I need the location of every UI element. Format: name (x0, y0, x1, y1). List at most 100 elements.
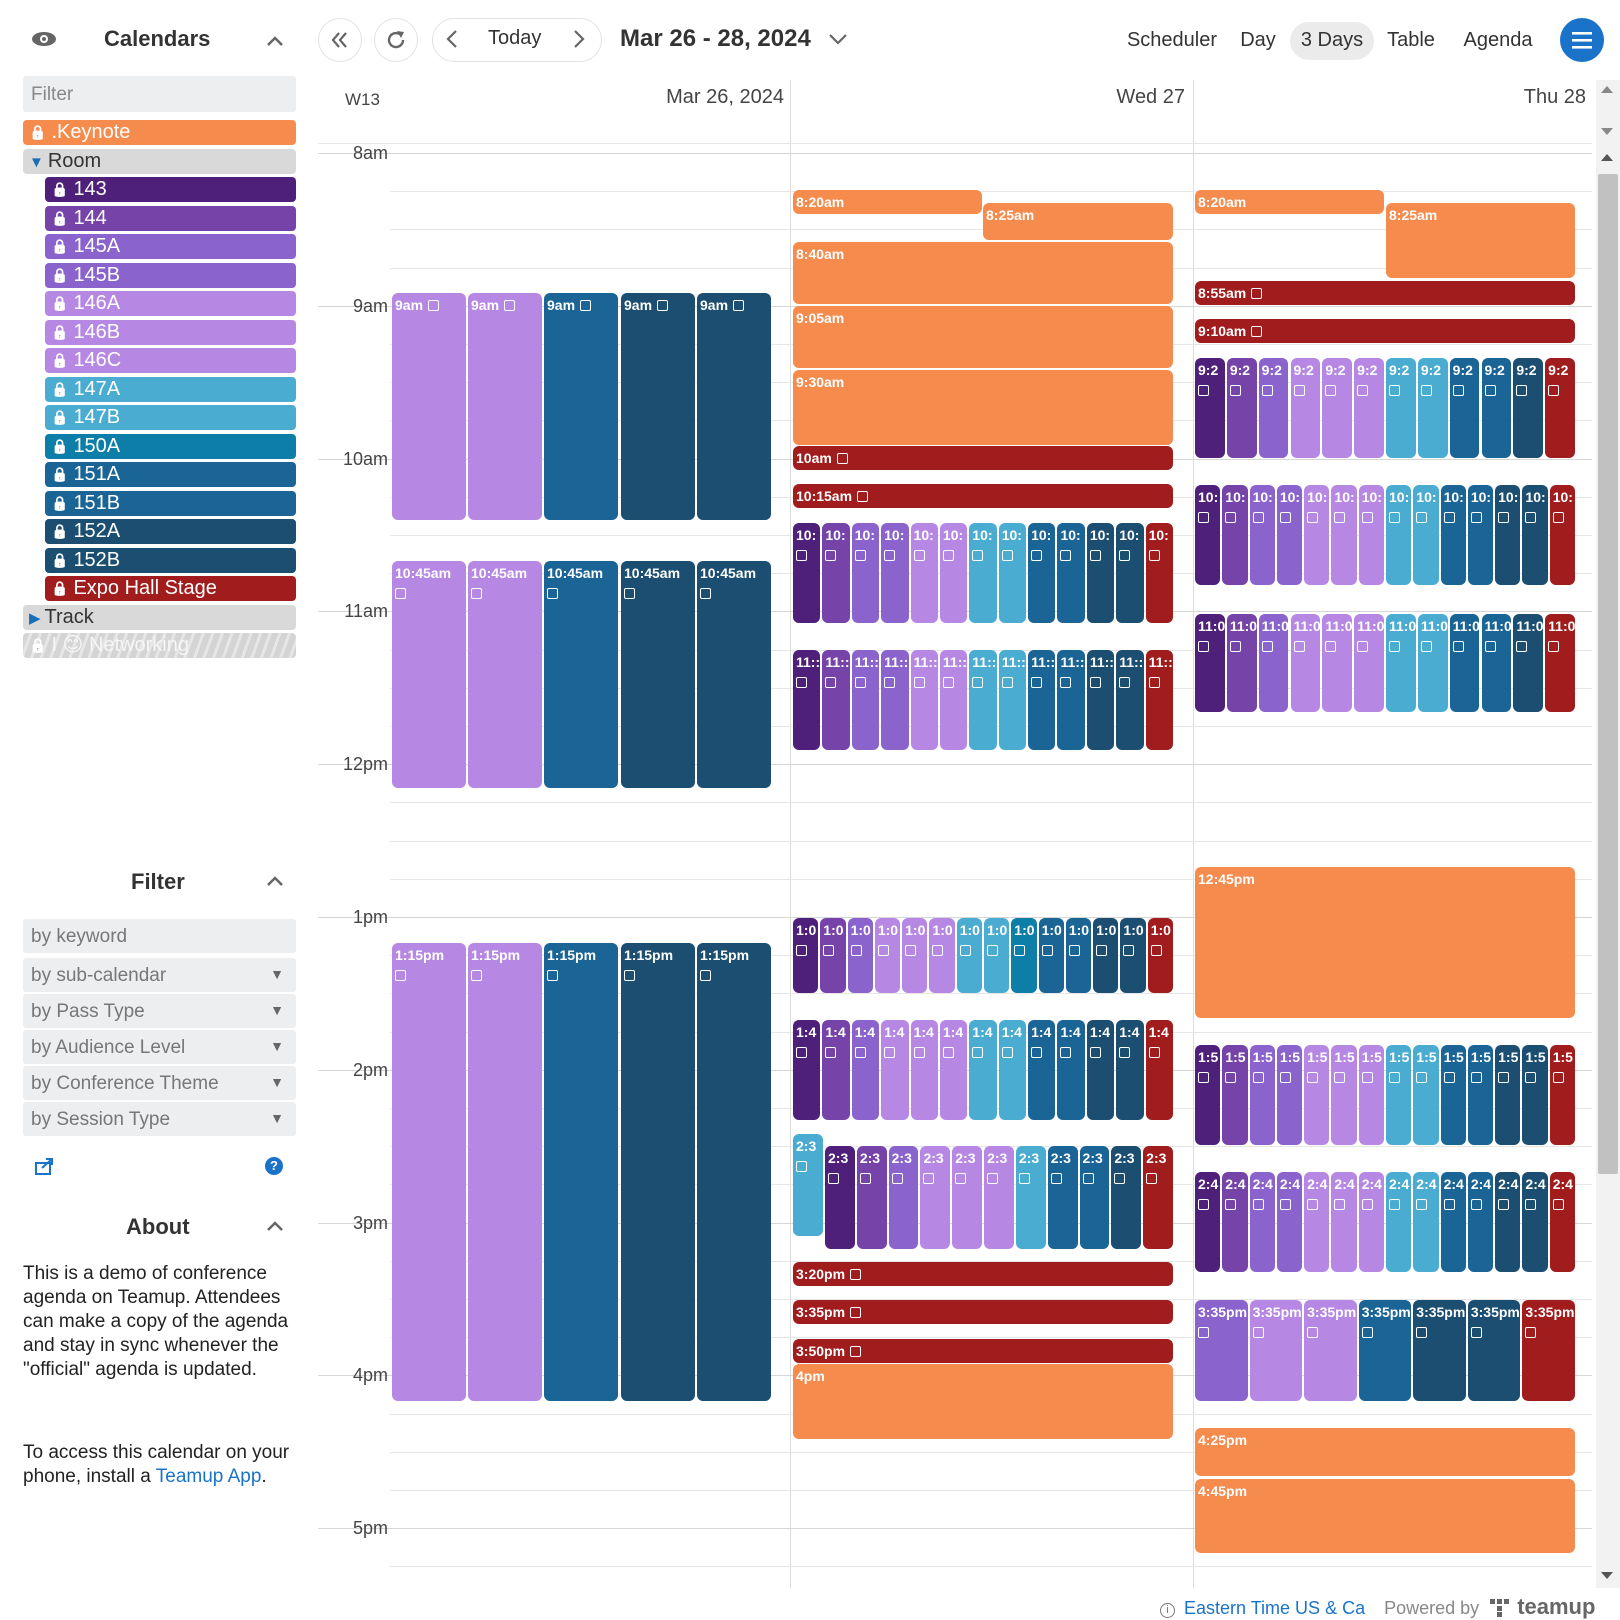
event-block[interactable]: 10:45am (468, 561, 542, 788)
event-block[interactable]: 1:0 (984, 918, 1010, 993)
event-block[interactable]: 9:2 (1513, 358, 1544, 458)
event-block[interactable]: 10: (793, 523, 821, 623)
event-block[interactable]: 1:5 (1467, 1045, 1494, 1145)
event-block[interactable]: 1:5 (1440, 1045, 1466, 1145)
calendar-item[interactable]: 🔒 144 (45, 205, 296, 231)
event-block[interactable]: 9am (468, 293, 542, 520)
event-block[interactable]: 11:0 (1258, 614, 1289, 712)
event-block[interactable]: 10: (1276, 485, 1303, 585)
event-block[interactable]: 1:15pm (697, 943, 771, 1401)
event-block[interactable]: 1:0 (1120, 918, 1146, 993)
chevron-right-icon[interactable] (572, 28, 592, 52)
event-block[interactable]: 9:2 (1545, 358, 1575, 458)
event-block[interactable]: 3:35pm (1522, 1300, 1575, 1401)
event-block[interactable]: 2:4 (1495, 1172, 1521, 1272)
event-block[interactable]: 2:4 (1549, 1172, 1575, 1272)
event-block[interactable]: 1:4 (1086, 1020, 1115, 1120)
event-block[interactable]: 10: (851, 523, 880, 623)
event-block[interactable]: 10: (1057, 523, 1085, 623)
event-block[interactable]: 11:0 (1417, 614, 1448, 712)
event-block[interactable]: 10: (1495, 485, 1521, 585)
event-block[interactable]: 1:15pm (621, 943, 695, 1401)
event-block[interactable]: 4pm (793, 1364, 1173, 1439)
event-block[interactable]: 11:: (793, 650, 821, 750)
teamup-app-link[interactable]: Teamup App (155, 1466, 262, 1487)
event-block[interactable]: 9:2 (1354, 358, 1384, 458)
calendar-item[interactable]: 🔒 152A (45, 519, 296, 544)
event-block[interactable]: 3:35pm (1358, 1300, 1412, 1401)
event-block[interactable]: 2:4 (1195, 1172, 1221, 1272)
event-block[interactable]: 3:50pm (793, 1339, 1173, 1363)
event-block[interactable]: 1:0 (1093, 918, 1119, 993)
chevron-up-icon[interactable] (260, 1211, 290, 1241)
event-block[interactable]: 11:0 (1195, 614, 1225, 712)
day-header[interactable]: Wed 27 (1116, 86, 1185, 108)
event-block[interactable]: 10: (1195, 485, 1221, 585)
event-block[interactable]: 2:3 (793, 1134, 823, 1236)
event-block[interactable]: 10: (1086, 523, 1115, 623)
event-block[interactable]: 10:45am (544, 561, 618, 788)
event-block[interactable]: 1:15pm (544, 943, 618, 1401)
event-block[interactable]: 1:4 (793, 1020, 821, 1120)
event-block[interactable]: 9:2 (1290, 358, 1321, 458)
event-block[interactable]: 10: (1028, 523, 1056, 623)
event-block[interactable]: 2:3 (984, 1146, 1014, 1249)
event-block[interactable]: 2:4 (1413, 1172, 1439, 1272)
event-block[interactable]: 1:5 (1495, 1045, 1521, 1145)
timezone-link[interactable]: Eastern Time US & Ca (1184, 1598, 1366, 1618)
event-block[interactable]: 2:3 (952, 1146, 983, 1249)
event-block[interactable]: 10: (1331, 485, 1357, 585)
event-block[interactable]: 1:5 (1195, 1045, 1221, 1145)
double-chevron-left-icon[interactable] (318, 18, 362, 62)
event-block[interactable]: 2:4 (1276, 1172, 1303, 1272)
event-block[interactable]: 2:3 (920, 1146, 951, 1249)
event-block[interactable]: 2:3 (1079, 1146, 1110, 1249)
chevron-left-icon[interactable] (445, 28, 465, 52)
calendar-item[interactable]: 🔒 151A (45, 462, 296, 487)
event-block[interactable]: 1:0 (820, 918, 846, 993)
event-block[interactable]: 9:2 (1386, 358, 1416, 458)
event-block[interactable]: 8:20am (793, 190, 982, 214)
event-block[interactable]: 10: (1440, 485, 1466, 585)
event-block[interactable]: 10: (969, 523, 997, 623)
day-header[interactable]: Mar 26, 2024 (666, 86, 784, 108)
event-block[interactable]: 10: (939, 523, 968, 623)
chevron-up-icon[interactable] (260, 866, 290, 896)
event-block[interactable]: 1:0 (902, 918, 928, 993)
event-block[interactable]: 10: (1413, 485, 1439, 585)
event-block[interactable]: 1:4 (1116, 1020, 1144, 1120)
event-block[interactable]: 2:4 (1522, 1172, 1548, 1272)
event-block[interactable]: 11:0 (1322, 614, 1353, 712)
event-block[interactable]: 1:4 (910, 1020, 938, 1120)
scroll-down-arrow-icon[interactable] (1601, 1572, 1613, 1579)
event-block[interactable]: 1:5 (1413, 1045, 1439, 1145)
date-range-title[interactable]: Mar 26 - 28, 2024 (620, 25, 811, 52)
event-block[interactable]: 11:0 (1481, 614, 1512, 712)
event-block[interactable]: 1:5 (1549, 1045, 1575, 1145)
event-block[interactable]: 11:: (881, 650, 909, 750)
event-block[interactable]: 1:5 (1358, 1045, 1384, 1145)
event-block[interactable]: 9:05am (793, 306, 1173, 368)
event-block[interactable]: 10:45am (697, 561, 771, 788)
event-block[interactable]: 3:35pm (1195, 1300, 1248, 1401)
event-block[interactable]: 10: (1386, 485, 1412, 585)
event-block[interactable]: 1:0 (1147, 918, 1173, 993)
event-block[interactable]: 9:2 (1449, 358, 1480, 458)
event-block[interactable]: 2:4 (1386, 1172, 1412, 1272)
event-block[interactable]: 9:2 (1481, 358, 1512, 458)
event-block[interactable]: 2:3 (1111, 1146, 1142, 1249)
calendar-group[interactable]: ▼ Room (23, 148, 296, 174)
calendar-item[interactable]: 🔒 145B (45, 262, 296, 288)
event-block[interactable]: 10: (1249, 485, 1275, 585)
event-block[interactable]: 8:20am (1195, 190, 1384, 214)
event-block[interactable]: 10:45am (392, 561, 466, 788)
event-block[interactable]: 9:2 (1195, 358, 1225, 458)
calendar-item[interactable]: 🔒 147B (45, 405, 296, 430)
event-block[interactable]: 2:4 (1331, 1172, 1357, 1272)
event-block[interactable]: 10: (881, 523, 909, 623)
calendar-item[interactable]: 🔒 152B (45, 547, 296, 573)
calendar-group[interactable]: ▶ Track (23, 604, 296, 630)
scroll-up-arrow-icon[interactable] (1601, 154, 1613, 161)
event-block[interactable]: 10: (1358, 485, 1384, 585)
filter-select[interactable]: by Session Type ▼ (23, 1102, 296, 1136)
